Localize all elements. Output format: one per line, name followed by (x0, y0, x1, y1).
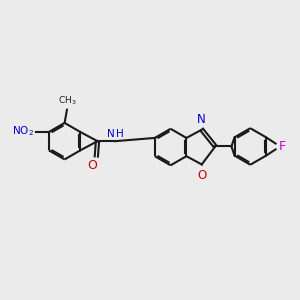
Text: N: N (197, 112, 206, 126)
Text: N: N (106, 128, 114, 139)
Text: F: F (278, 140, 286, 153)
Text: O: O (197, 169, 206, 182)
Text: NO$_2$: NO$_2$ (12, 124, 34, 138)
Text: O: O (87, 159, 97, 172)
Text: H: H (116, 128, 124, 139)
Text: CH$_3$: CH$_3$ (58, 94, 77, 107)
